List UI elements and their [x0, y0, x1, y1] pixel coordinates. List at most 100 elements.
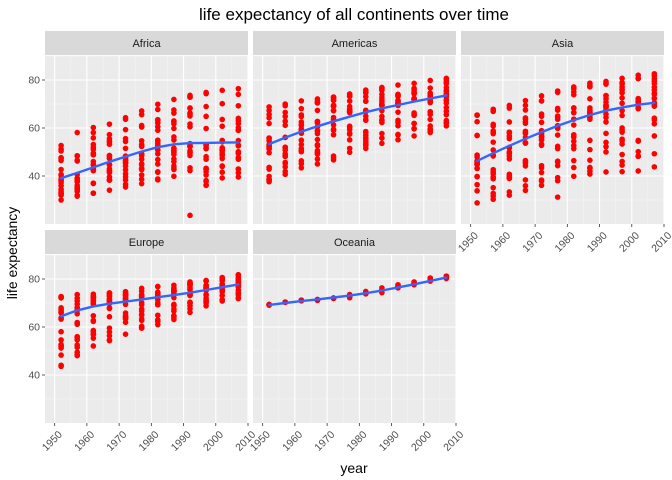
data-point: [554, 145, 561, 152]
strip-label-europe: Europe: [129, 237, 164, 249]
data-point: [506, 189, 513, 195]
data-point: [58, 337, 64, 343]
data-point: [538, 162, 545, 169]
data-point: [314, 107, 321, 114]
data-point: [58, 305, 64, 311]
data-point: [235, 120, 242, 127]
strip-label-oceania: Oceania: [334, 237, 376, 249]
data-point: [362, 142, 369, 149]
data-point: [154, 312, 161, 319]
data-point: [330, 155, 337, 161]
smooth-line-africa: [59, 141, 240, 180]
data-point: [171, 137, 177, 143]
panel-background: [253, 255, 456, 423]
data-point: [474, 161, 480, 168]
data-point: [619, 151, 625, 158]
data-point: [219, 169, 226, 176]
data-point: [346, 137, 353, 143]
data-point: [74, 188, 81, 194]
data-point: [411, 85, 417, 92]
data-point: [90, 298, 97, 305]
strip-asia: [461, 31, 664, 55]
data-point: [506, 130, 513, 136]
data-point: [58, 328, 64, 335]
data-point: [587, 168, 593, 175]
data-point: [298, 145, 305, 152]
data-point: [282, 113, 289, 120]
data-point: [314, 142, 321, 149]
data-point: [651, 133, 658, 139]
data-point: [362, 93, 369, 100]
data-point: [379, 91, 385, 98]
data-point: [219, 87, 226, 94]
data-point: [570, 105, 577, 111]
data-point: [122, 126, 129, 133]
data-point: [362, 113, 369, 119]
strip-label-americas: Americas: [332, 38, 378, 50]
data-point: [379, 135, 385, 141]
data-point: [74, 192, 81, 199]
data-point: [235, 115, 242, 122]
data-point: [154, 140, 161, 147]
data-point: [138, 176, 145, 183]
data-point: [187, 167, 193, 174]
data-point: [122, 314, 129, 320]
data-point: [187, 121, 193, 127]
data-point: [90, 335, 97, 341]
data-point: [603, 103, 609, 109]
data-point: [619, 141, 625, 147]
data-point: [74, 152, 81, 159]
x-tick-label: 1980: [553, 230, 578, 255]
data-point: [587, 157, 593, 163]
data-point: [154, 176, 161, 182]
data-point: [138, 311, 145, 318]
data-point: [330, 95, 337, 101]
data-point: [474, 118, 480, 125]
data-point: [138, 166, 145, 173]
data-point: [266, 114, 272, 121]
data-point: [554, 89, 561, 96]
data-point: [154, 317, 161, 324]
data-point: [395, 122, 401, 129]
data-point: [154, 156, 161, 163]
data-point: [443, 100, 450, 106]
data-point: [171, 158, 177, 165]
x-tick-label: 1960: [72, 429, 97, 454]
data-point: [538, 111, 545, 117]
data-point: [106, 337, 113, 343]
data-point: [635, 148, 642, 155]
data-point: [266, 176, 272, 183]
data-point: [266, 135, 272, 141]
data-point: [138, 316, 145, 322]
data-point: [538, 119, 545, 126]
data-point: [651, 121, 658, 127]
x-tick-label: 1950: [40, 429, 65, 454]
data-point: [395, 109, 401, 115]
data-point: [506, 135, 513, 142]
data-point: [427, 99, 434, 105]
data-point: [203, 153, 209, 160]
data-point: [74, 335, 81, 341]
data-point: [138, 180, 145, 187]
data-point: [266, 107, 272, 114]
data-point: [619, 125, 625, 131]
data-point: [138, 124, 145, 130]
data-point: [474, 165, 480, 172]
data-point: [106, 305, 113, 312]
data-point: [570, 142, 577, 149]
data-point: [219, 155, 226, 162]
data-point: [219, 281, 226, 287]
data-point: [154, 127, 161, 134]
data-point: [58, 294, 64, 300]
data-point: [427, 116, 434, 123]
data-point: [522, 97, 529, 104]
data-point: [58, 154, 64, 161]
data-point: [298, 137, 305, 144]
data-point: [651, 115, 658, 121]
data-point: [298, 105, 305, 112]
data-point: [314, 161, 321, 167]
data-point: [538, 177, 545, 183]
data-point: [171, 125, 177, 132]
data-point: [58, 166, 64, 173]
data-point: [635, 168, 642, 174]
